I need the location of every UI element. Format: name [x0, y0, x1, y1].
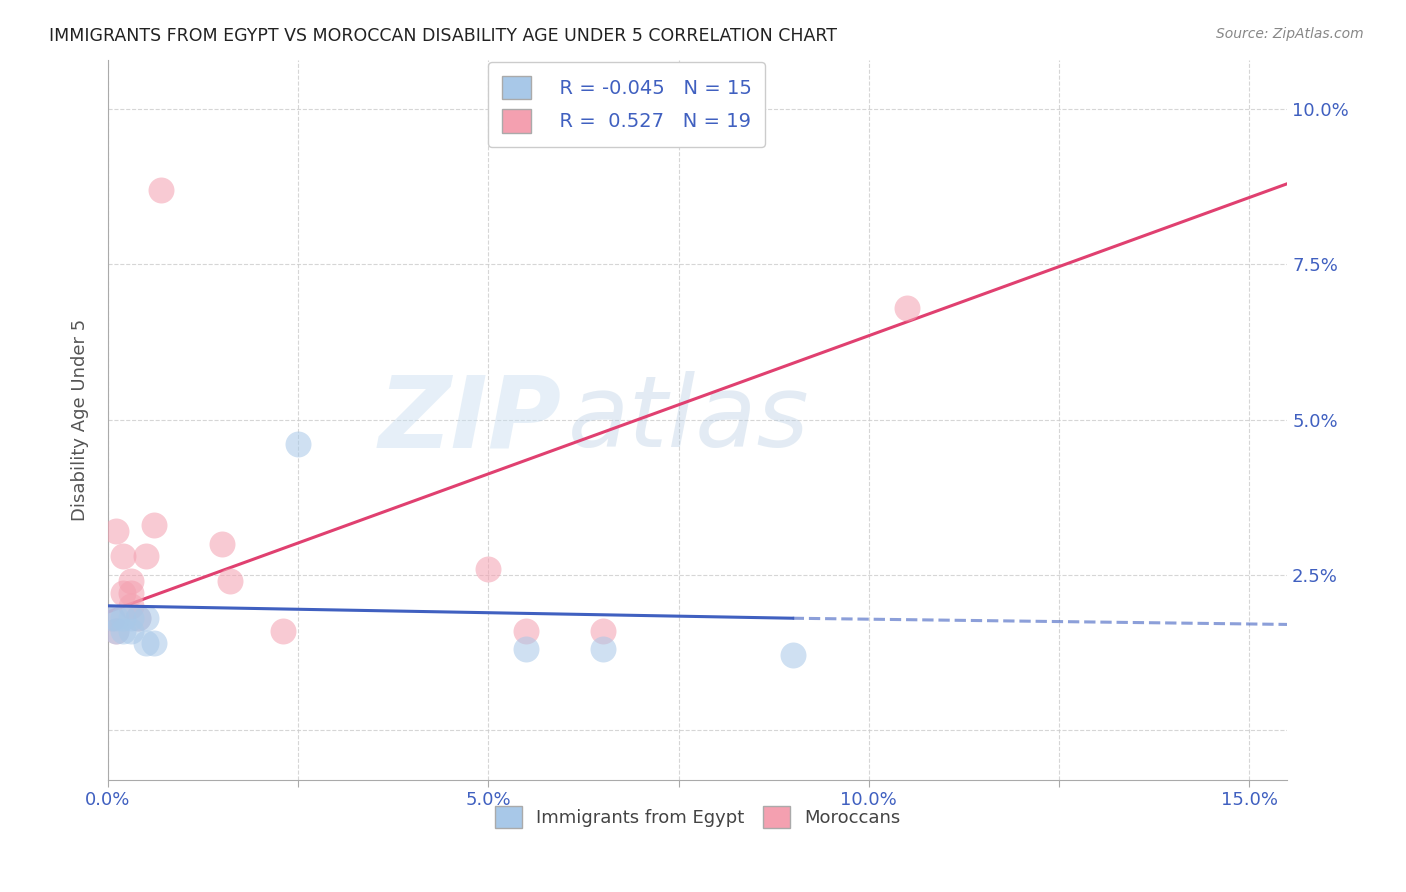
Text: Source: ZipAtlas.com: Source: ZipAtlas.com [1216, 27, 1364, 41]
Point [477, 561, 499, 575]
Point [150, 183, 173, 197]
Point [218, 574, 240, 588]
Point [112, 586, 135, 600]
Point [782, 648, 804, 663]
Point [142, 636, 165, 650]
Point [271, 624, 294, 638]
Point [120, 611, 142, 625]
Text: atlas: atlas [568, 371, 810, 468]
Point [120, 574, 142, 588]
Point [127, 611, 149, 625]
Point [120, 624, 142, 638]
Point [127, 611, 149, 625]
Point [896, 301, 918, 315]
Point [135, 611, 157, 625]
Legend: Immigrants from Egypt, Moroccans: Immigrants from Egypt, Moroccans [488, 799, 908, 836]
Point [120, 599, 142, 613]
Point [135, 549, 157, 563]
Point [120, 586, 142, 600]
Point [592, 642, 614, 657]
Point [515, 624, 537, 638]
Text: IMMIGRANTS FROM EGYPT VS MOROCCAN DISABILITY AGE UNDER 5 CORRELATION CHART: IMMIGRANTS FROM EGYPT VS MOROCCAN DISABI… [49, 27, 837, 45]
Point [112, 624, 135, 638]
Point [112, 611, 135, 625]
Point [211, 537, 233, 551]
Point [515, 642, 537, 657]
Point [104, 611, 127, 625]
Point [101, 611, 124, 625]
Text: ZIP: ZIP [380, 371, 562, 468]
Point [592, 624, 614, 638]
Y-axis label: Disability Age Under 5: Disability Age Under 5 [72, 318, 89, 521]
Point [287, 437, 309, 451]
Point [104, 524, 127, 539]
Point [104, 624, 127, 638]
Point [142, 518, 165, 533]
Point [101, 611, 124, 625]
Point [112, 549, 135, 563]
Point [135, 636, 157, 650]
Point [104, 624, 127, 638]
